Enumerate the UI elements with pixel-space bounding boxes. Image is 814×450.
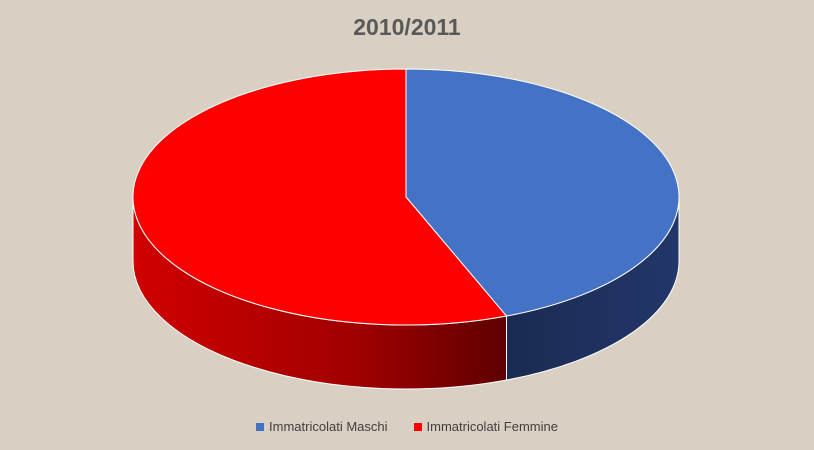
legend-item-maschi: Immatricolati Maschi [256, 419, 388, 434]
legend-swatch-femmine [413, 422, 422, 431]
legend-swatch-maschi [256, 422, 265, 431]
legend-item-femmine: Immatricolati Femmine [413, 419, 558, 434]
legend: Immatricolati Maschi Immatricolati Femmi… [0, 419, 814, 434]
pie-slice-maschi [405, 68, 680, 317]
legend-label-femmine: Immatricolati Femmine [426, 419, 558, 434]
chart-title: 2010/2011 [353, 14, 461, 40]
legend-label-maschi: Immatricolati Maschi [269, 419, 388, 434]
pie-slice-femmine [132, 68, 508, 326]
